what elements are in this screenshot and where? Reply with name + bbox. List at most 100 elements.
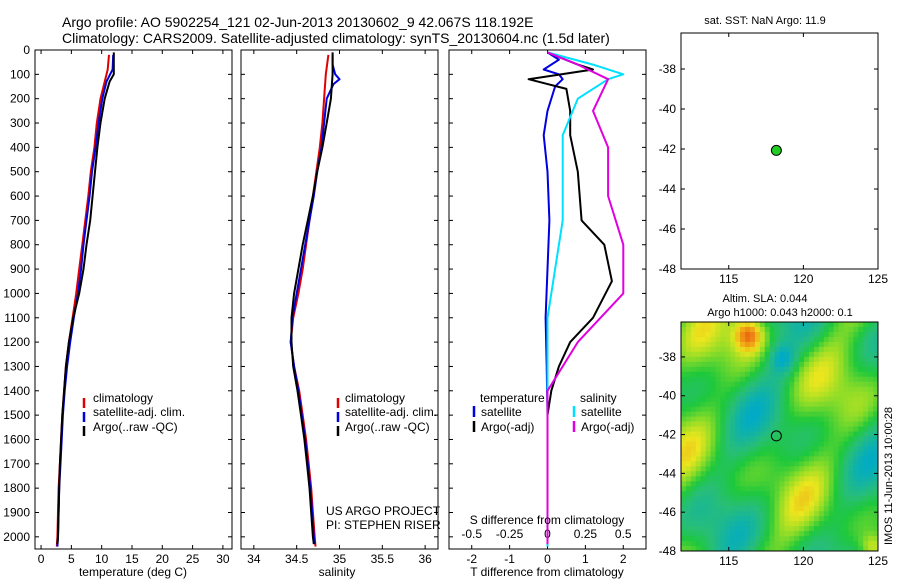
heatmap-cell <box>813 361 820 368</box>
heatmap-cell <box>759 481 766 487</box>
heatmap-cell <box>794 471 800 477</box>
heatmap-cell <box>823 366 830 373</box>
heatmap-cell <box>804 436 810 442</box>
heatmap-cell <box>710 436 716 442</box>
heatmap-cell <box>745 456 751 462</box>
heatmap-cell <box>740 331 746 338</box>
heatmap-cell <box>863 541 869 547</box>
sst-title: sat. SST: NaN Argo: 11.9 <box>704 15 825 27</box>
heatmap-cell <box>858 546 864 552</box>
heatmap-cell <box>833 406 839 413</box>
heatmap-cell <box>863 401 869 408</box>
heatmap-cell <box>843 346 849 353</box>
heatmap-cell <box>843 441 849 447</box>
heatmap-cell <box>838 376 844 383</box>
heatmap-cell <box>823 491 830 497</box>
heatmap-cell <box>818 546 825 552</box>
heatmap-cell <box>863 436 869 442</box>
heatmap-cell <box>740 511 746 517</box>
heatmap-cell <box>828 416 835 422</box>
heatmap-cell <box>749 416 756 422</box>
map-y-tick-label: -38 <box>659 350 677 364</box>
heatmap-cell <box>813 466 820 472</box>
x-tick-label: 2 <box>620 552 627 566</box>
heatmap-cell <box>749 371 756 378</box>
heatmap-cell <box>784 401 790 408</box>
heatmap-cell <box>695 436 702 442</box>
heatmap-cell <box>749 456 756 462</box>
heatmap-cell <box>818 341 825 348</box>
heatmap-cell <box>690 546 697 552</box>
heatmap-cell <box>813 451 820 457</box>
heatmap-cell <box>858 536 864 542</box>
heatmap-cell <box>705 531 711 537</box>
heatmap-cell <box>715 361 721 368</box>
heatmap-cell <box>685 476 692 482</box>
heatmap-cell <box>853 471 859 477</box>
heatmap-cell <box>838 396 844 403</box>
heatmap-cell <box>784 436 790 442</box>
heatmap-cell <box>764 326 771 333</box>
heatmap-cell <box>779 496 785 502</box>
heatmap-cell <box>809 471 815 477</box>
heatmap-cell <box>774 476 780 482</box>
heatmap-cell <box>853 526 859 532</box>
heatmap-cell <box>685 351 692 358</box>
heatmap-cell <box>804 491 810 497</box>
heatmap-cell <box>789 346 795 353</box>
heatmap-cell <box>838 346 844 353</box>
heatmap-cell <box>853 436 859 442</box>
heatmap-cell <box>695 431 702 437</box>
heatmap-cell <box>715 471 721 477</box>
heatmap-cell <box>705 416 711 422</box>
depth-tick-label: 100 <box>10 67 30 81</box>
heatmap-cell <box>685 366 692 373</box>
heatmap-cell <box>863 322 869 328</box>
heatmap-cell <box>868 446 874 452</box>
heatmap-cell <box>794 371 800 378</box>
heatmap-cell <box>804 411 810 417</box>
map-y-tick-label: -46 <box>659 505 677 519</box>
heatmap-cell <box>685 322 692 328</box>
heatmap-cell <box>828 516 835 522</box>
heatmap-cell <box>804 322 810 328</box>
heatmap-cell <box>799 451 805 457</box>
heatmap-cell <box>799 431 805 437</box>
heatmap-cell <box>789 521 795 527</box>
heatmap-cell <box>858 426 864 432</box>
heatmap-cell <box>749 336 756 343</box>
heatmap-cell <box>735 371 741 378</box>
heatmap-cell <box>681 461 687 467</box>
x-tick-label: 0 <box>544 552 551 566</box>
heatmap-cell <box>745 531 751 537</box>
heatmap-cell <box>804 531 810 537</box>
heatmap-cell <box>828 501 835 507</box>
heatmap-cell <box>784 322 790 328</box>
heatmap-cell <box>759 336 766 343</box>
heatmap-cell <box>873 406 879 413</box>
heatmap-cell <box>789 431 795 437</box>
heatmap-cell <box>848 356 854 363</box>
heatmap-cell <box>735 416 741 422</box>
heatmap-cell <box>863 326 869 333</box>
heatmap-cell <box>685 376 692 383</box>
heatmap-cell <box>863 381 869 388</box>
heatmap-cell <box>813 446 820 452</box>
heatmap-cell <box>695 461 702 467</box>
heatmap-cell <box>685 331 692 338</box>
heatmap-cell <box>843 326 849 333</box>
heatmap-cell <box>715 366 721 373</box>
heatmap-cell <box>720 396 726 403</box>
heatmap-cell <box>745 391 751 398</box>
heatmap-cell <box>853 501 859 507</box>
heatmap-cell <box>823 356 830 363</box>
heatmap-cell <box>735 436 741 442</box>
heatmap-cell <box>833 536 839 542</box>
heatmap-cell <box>833 356 839 363</box>
heatmap-cell <box>828 536 835 542</box>
heatmap-cell <box>818 381 825 388</box>
heatmap-cell <box>828 381 835 388</box>
heatmap-cell <box>735 516 741 522</box>
heatmap-cell <box>764 446 771 452</box>
heatmap-cell <box>863 396 869 403</box>
